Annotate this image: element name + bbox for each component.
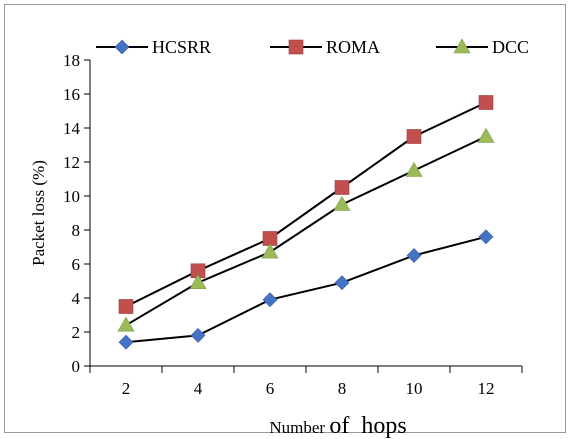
legend-marker-roma (288, 39, 304, 55)
series-dcc (117, 127, 495, 332)
x-tick-label: 2 (122, 379, 131, 398)
legend-entry-dcc: DCC (436, 37, 529, 57)
y-tick-label: 8 (72, 221, 81, 240)
y-tick-label: 16 (63, 85, 80, 104)
data-point-dcc (477, 127, 495, 143)
y-axis: 0 2 4 6 8 10 12 14 16 18 (63, 51, 91, 376)
legend-entry-roma: ROMA (270, 37, 380, 57)
legend: HCSRR ROMA DCC (96, 37, 529, 57)
y-axis-title: Packet loss (%) (29, 160, 48, 266)
data-point-dcc (189, 274, 207, 290)
x-tick-label: 12 (478, 379, 495, 398)
data-point-roma (334, 180, 350, 195)
data-point-roma (262, 231, 278, 246)
series-hcsrr (118, 229, 494, 350)
y-tick-label: 4 (72, 289, 81, 308)
data-point-hcsrr (118, 334, 134, 350)
x-tick-label: 8 (338, 379, 347, 398)
chart-frame (4, 4, 566, 433)
legend-label: HCSRR (152, 37, 211, 57)
x-axis: 2 4 6 8 10 12 (89, 365, 523, 398)
y-tick-label: 2 (72, 323, 81, 342)
data-point-roma (118, 299, 134, 314)
y-tick-label: 18 (63, 51, 80, 70)
series-roma (118, 95, 494, 314)
data-point-hcsrr (406, 248, 422, 263)
y-tick-label: 14 (63, 119, 81, 138)
x-tick-label: 6 (266, 379, 275, 398)
data-point-roma (406, 129, 422, 144)
data-point-hcsrr (478, 229, 494, 245)
data-point-dcc (117, 316, 135, 332)
y-tick-label: 6 (72, 255, 81, 274)
x-axis-title-part-3: hops (349, 413, 406, 439)
series-line-hcsrr (125, 235, 487, 344)
legend-marker-dcc (453, 38, 471, 54)
x-axis-title-part-2: of (329, 413, 349, 439)
series-line-roma (125, 101, 487, 308)
data-point-roma (478, 95, 494, 110)
data-point-hcsrr (334, 275, 350, 291)
x-tick-label: 10 (406, 379, 423, 398)
x-axis-title-part-1: Number (269, 418, 329, 437)
x-tick-label: 4 (194, 379, 203, 398)
data-point-hcsrr (190, 327, 206, 343)
y-tick-label: 12 (63, 153, 80, 172)
legend-label: ROMA (326, 37, 380, 57)
data-point-hcsrr (262, 292, 278, 308)
legend-entry-hcsrr: HCSRR (96, 37, 211, 57)
legend-label: DCC (492, 37, 529, 57)
data-point-dcc (405, 161, 423, 177)
series-line-dcc (125, 135, 487, 327)
x-axis-title: Number of hops (269, 413, 406, 439)
y-tick-label: 10 (63, 187, 80, 206)
legend-marker-hcsrr (114, 39, 130, 55)
y-tick-label: 0 (72, 357, 81, 376)
data-point-dcc (333, 195, 351, 211)
series-layer (117, 95, 495, 350)
data-point-dcc (261, 243, 279, 259)
